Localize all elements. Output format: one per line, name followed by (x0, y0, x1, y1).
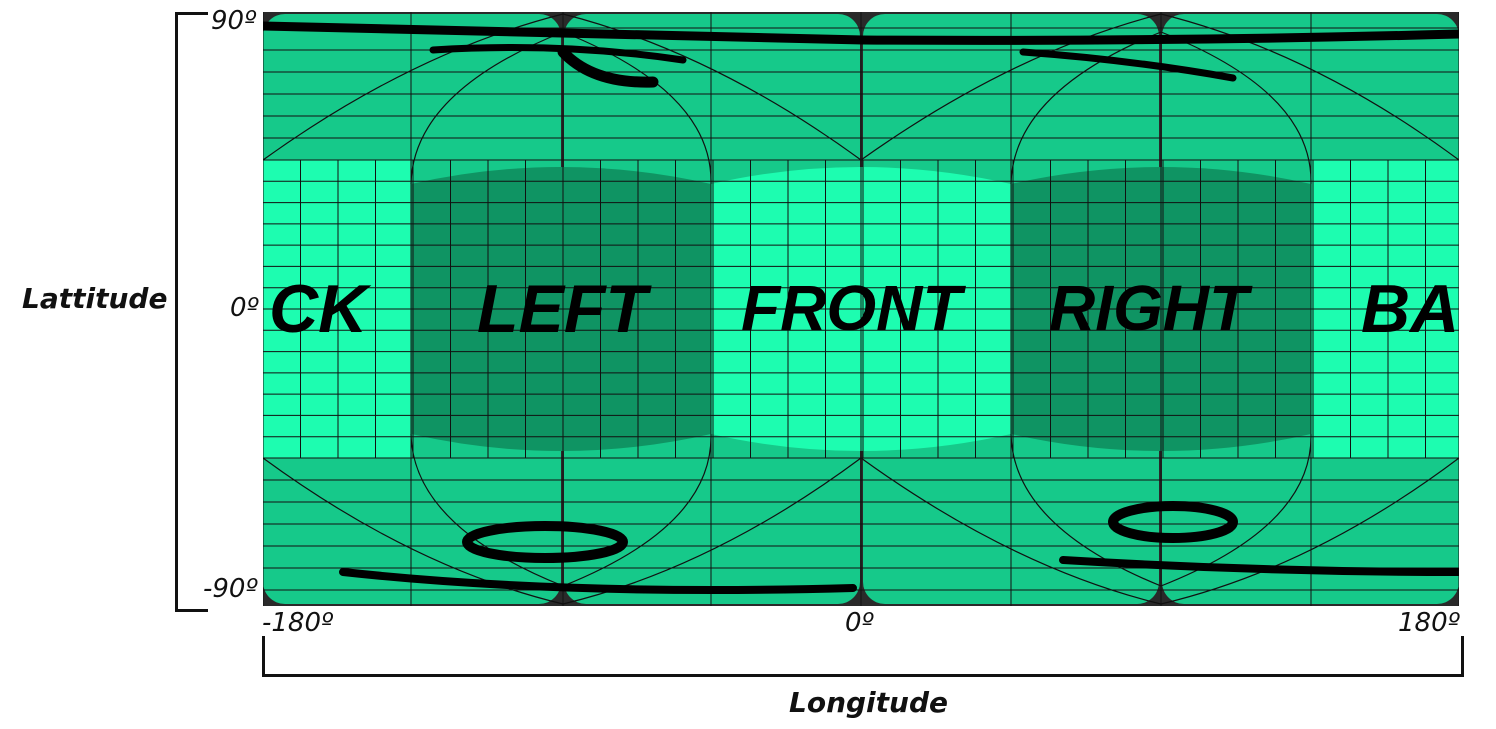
polar-text-strokes (263, 21, 1459, 594)
polar-arcs (263, 13, 1459, 605)
face-label-back-left: CK (269, 271, 372, 347)
longitude-bracket (262, 636, 1464, 677)
lon-tick-right: 180º (1398, 608, 1460, 638)
lat-tick-middle: 0º (230, 293, 259, 323)
equirectangular-map: CK LEFT FRONT RIGHT BA (263, 12, 1459, 606)
face-label-back-right: BA (1361, 271, 1459, 347)
lat-tick-bottom: -90º (203, 574, 258, 604)
lon-tick-middle: 0º (845, 608, 874, 638)
latitude-axis-label: Lattitude (22, 282, 168, 315)
face-label-right: RIGHT (1049, 272, 1253, 344)
grid-lines (263, 12, 1459, 606)
longitude-axis-label: Longitude (789, 686, 949, 719)
face-label-left: LEFT (477, 271, 652, 347)
latitude-bracket (175, 12, 208, 612)
face-labels: CK LEFT FRONT RIGHT BA (269, 271, 1459, 347)
face-label-front: FRONT (741, 272, 966, 344)
lat-tick-top: 90º (211, 6, 257, 36)
lon-tick-left: -180º (262, 608, 334, 638)
